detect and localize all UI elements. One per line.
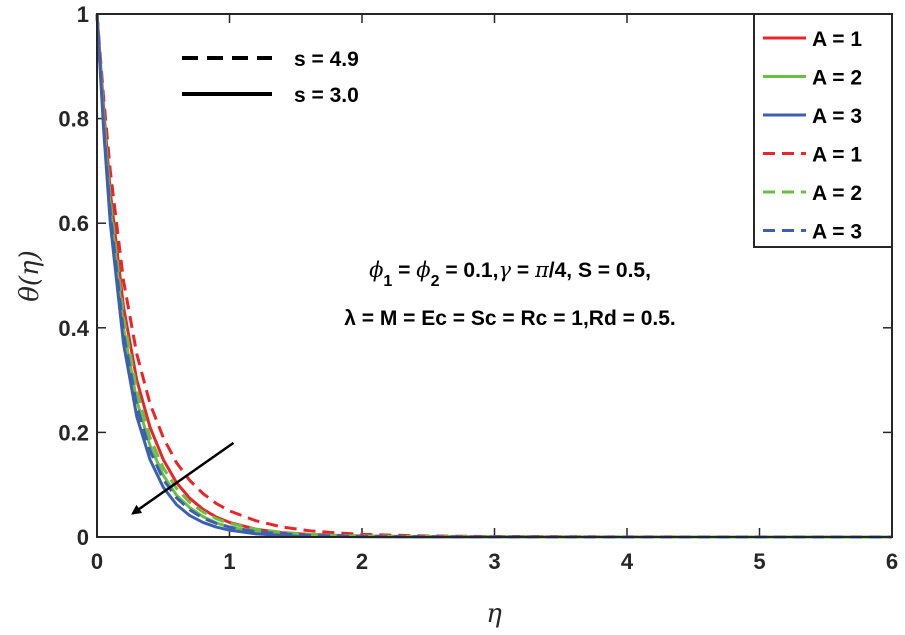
y-tick-label: 0.8 <box>58 107 89 132</box>
y-tick-label: 0.2 <box>58 420 89 445</box>
y-tick-label: 1 <box>77 2 89 27</box>
legend-label: A = 1 <box>812 144 862 167</box>
legend-label: A = 1 <box>812 28 862 51</box>
legend-label: A = 2 <box>812 67 862 90</box>
legend-box <box>753 13 893 248</box>
annotation-line-2: λ = M = Ec = Sc = Rc = 1,Rd = 0.5. <box>344 307 676 330</box>
plot-frame <box>96 13 893 538</box>
style-legend-label: s = 4.9 <box>294 48 359 71</box>
line-style-legend: s = 4.9 s = 3.0 <box>182 48 359 107</box>
x-tick-label: 5 <box>753 549 765 574</box>
legend-label: A = 2 <box>812 182 862 205</box>
x-tick-label: 3 <box>488 549 500 574</box>
legend-label: A = 3 <box>812 105 862 128</box>
x-tick-label: 4 <box>621 549 634 574</box>
legend-label: A = 3 <box>812 221 862 244</box>
y-tick-label: 0.6 <box>58 211 89 236</box>
y-tick-label: 0.4 <box>58 316 89 341</box>
style-legend-label: s = 3.0 <box>294 84 359 107</box>
x-tick-label: 1 <box>223 549 235 574</box>
x-tick-label: 2 <box>356 549 368 574</box>
x-axis-label: η <box>486 599 502 629</box>
x-tick-label: 6 <box>886 549 898 574</box>
annotation-line-1: ϕ1 = ϕ2 = 0.1,γ = π/4, S = 0.5, <box>369 258 651 290</box>
x-tick-label: 0 <box>91 549 103 574</box>
y-tick-label: 0 <box>77 525 89 550</box>
legend: A = 1 A = 2 A = 3 A = 1 A = 2 A = 3 <box>753 13 893 248</box>
y-axis-label: θ(η) <box>15 250 45 302</box>
trend-arrow <box>131 441 235 515</box>
